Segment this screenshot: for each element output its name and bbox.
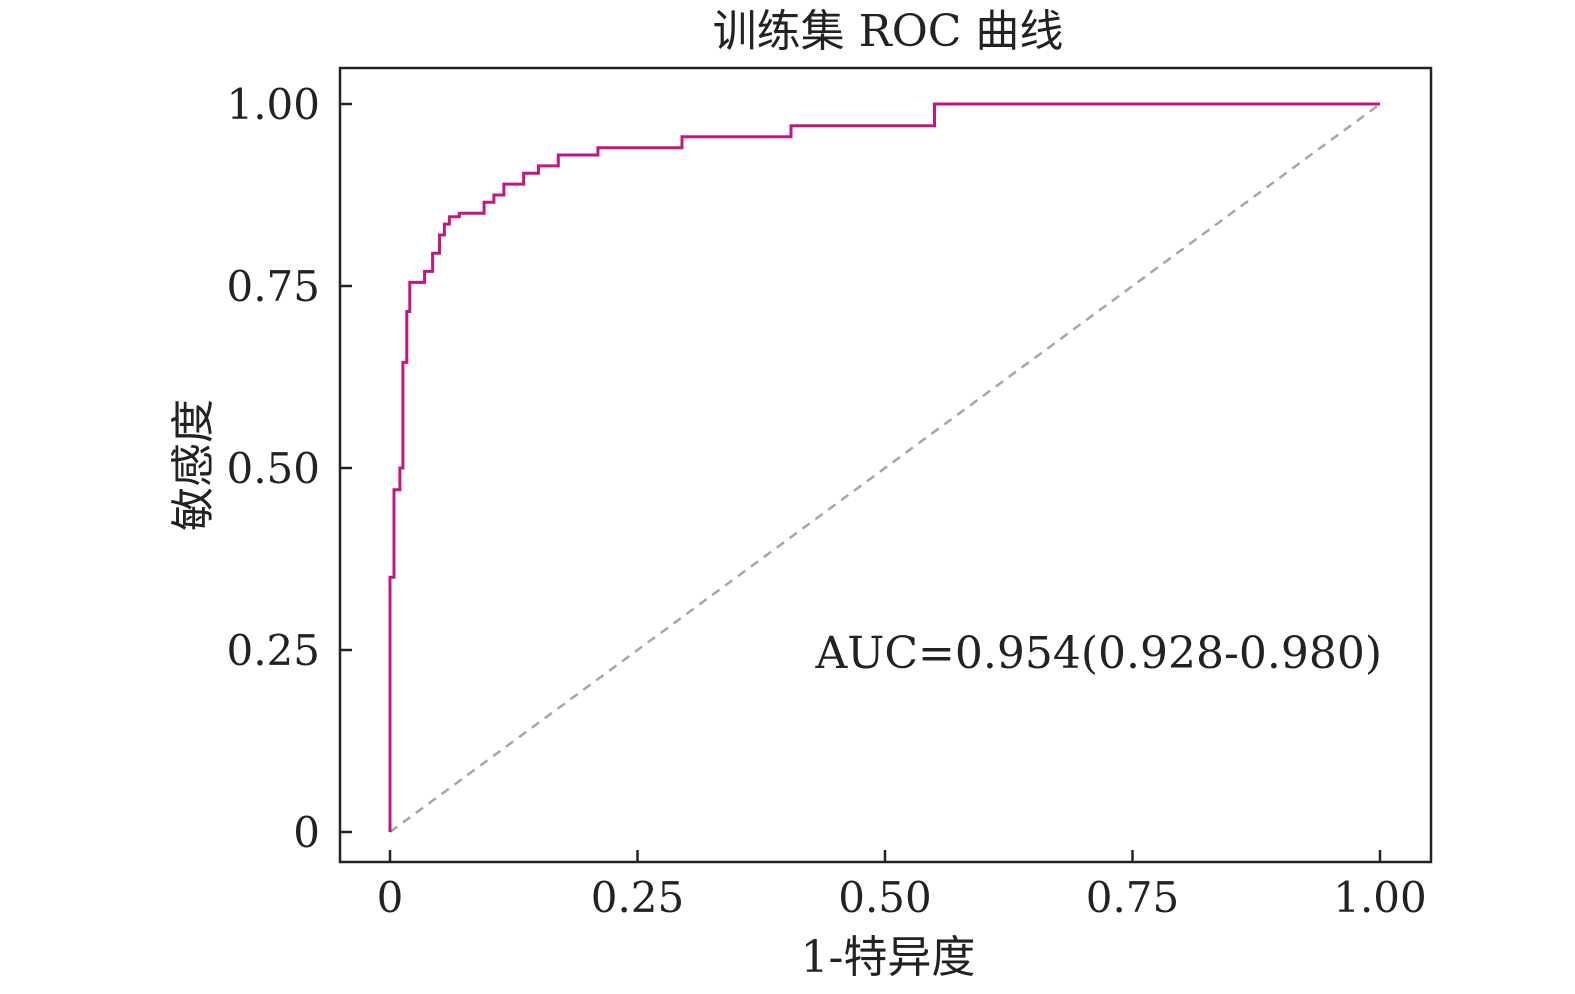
y-axis-ticks: 0 0.25 0.50 0.75 1.00 xyxy=(226,80,352,857)
y-tick-label: 1.00 xyxy=(226,80,320,129)
reference-diagonal-line xyxy=(389,102,1381,834)
y-tick-label: 0 xyxy=(293,808,320,857)
y-axis-label: 敏感度 xyxy=(168,399,219,531)
x-tick-label: 0.75 xyxy=(1086,873,1180,922)
roc-curve-line xyxy=(388,102,1380,832)
x-tick-label: 0.25 xyxy=(591,873,685,922)
x-tick-label: 0 xyxy=(377,873,404,922)
y-tick-label: 0.50 xyxy=(226,444,320,493)
x-axis-label: 1-特异度 xyxy=(801,932,976,983)
x-tick-label: 1.00 xyxy=(1333,873,1427,922)
x-axis-ticks: 0 0.25 0.50 0.75 1.00 xyxy=(377,850,1427,922)
y-tick-label: 0.25 xyxy=(226,626,320,675)
x-tick-label: 0.50 xyxy=(838,873,932,922)
chart-title: 训练集 ROC 曲线 xyxy=(713,6,1064,57)
y-tick-label: 0.75 xyxy=(226,262,320,311)
auc-annotation: AUC=0.954(0.928-0.980) xyxy=(815,628,1382,679)
